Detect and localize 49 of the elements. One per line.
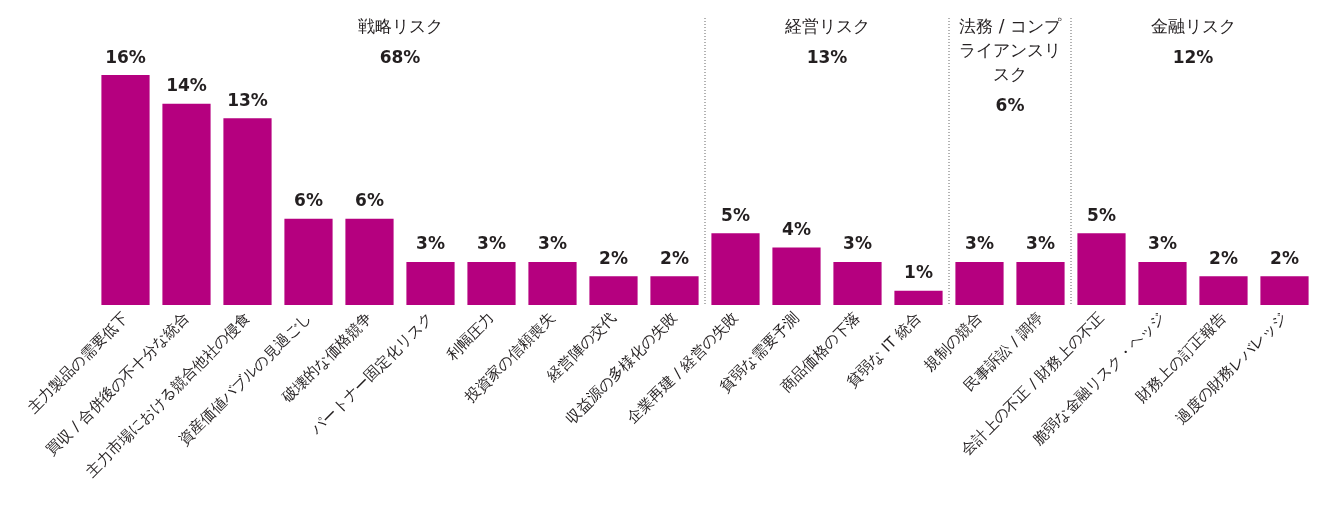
bar [1016, 261, 1065, 305]
data-label: 14% [166, 75, 207, 96]
text: 68% [379, 46, 421, 67]
bar [162, 103, 211, 305]
bar [1260, 276, 1309, 305]
data-label: 2% [599, 247, 628, 268]
bar [833, 261, 882, 305]
bar [1199, 276, 1248, 305]
text: 13% [806, 46, 848, 67]
text: 戦略リスク [357, 16, 443, 36]
bar [1138, 261, 1187, 305]
data-label: 5% [721, 204, 750, 225]
bar [223, 118, 272, 305]
data-label: 5% [1087, 204, 1116, 225]
bar [711, 233, 760, 305]
data-label: 3% [538, 233, 567, 254]
text: 12% [1172, 46, 1214, 67]
bar [284, 218, 333, 305]
bar [345, 218, 394, 305]
x-tick-label: 利幅圧力 [442, 308, 498, 364]
data-label: 2% [1209, 247, 1238, 268]
data-label: 3% [1148, 233, 1177, 254]
data-label: 6% [294, 190, 323, 211]
data-label: 3% [1026, 233, 1055, 254]
bar [589, 276, 638, 305]
annotation: 6% [995, 94, 1025, 115]
data-label: 2% [1270, 247, 1299, 268]
text: 金融リスク [1150, 16, 1236, 36]
bar [894, 290, 943, 305]
data-label: 3% [477, 233, 506, 254]
bar [101, 75, 150, 305]
bar [467, 261, 516, 305]
data-label: 6% [355, 190, 384, 211]
annotation: 法務 / コンプライアンスリスク [959, 16, 1062, 84]
data-label: 4% [782, 219, 811, 239]
bar [528, 261, 577, 305]
bar [406, 261, 455, 305]
bar [650, 276, 699, 305]
data-label: 3% [965, 233, 994, 254]
data-label: 2% [660, 247, 689, 268]
bar [955, 261, 1004, 305]
data-label: 16% [105, 46, 146, 67]
text: 経営リスク [783, 16, 870, 36]
bar [772, 247, 821, 305]
data-label: 3% [416, 233, 445, 254]
data-label: 3% [843, 233, 872, 254]
data-label: 13% [227, 89, 268, 110]
bar [1077, 233, 1126, 305]
data-label: 1% [904, 262, 933, 283]
